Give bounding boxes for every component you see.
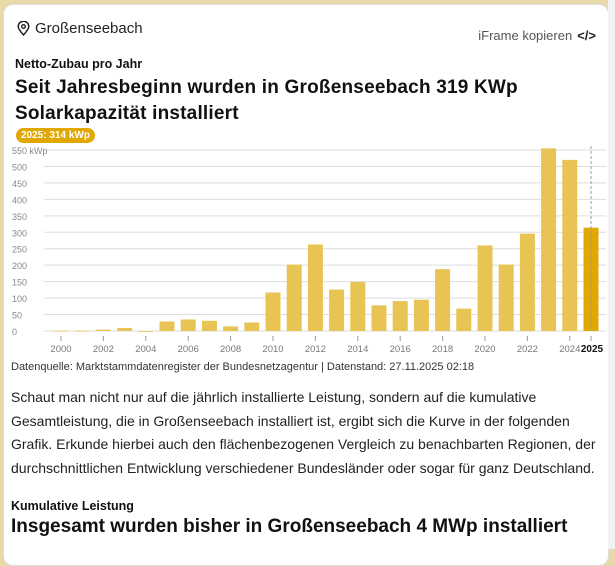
bar-2011 <box>286 264 302 331</box>
x-tick-label: 2002 <box>93 344 114 355</box>
bar-2009 <box>244 322 260 331</box>
x-tick-label: 2010 <box>262 344 283 355</box>
section2-subtitle: Kumulative Leistung <box>11 499 134 513</box>
y-tick-label: 550 kWp <box>12 146 48 156</box>
bar-2004 <box>138 331 154 332</box>
bar-2024 <box>562 159 578 331</box>
bar-2022 <box>519 233 535 331</box>
y-tick-label: 100 <box>12 294 27 304</box>
location-name: Großenseebach <box>35 20 143 37</box>
x-tick-label: 2020 <box>474 344 495 355</box>
bar-2012 <box>307 244 323 331</box>
x-tick-label: 2004 <box>135 344 156 355</box>
bar-2017 <box>413 299 429 331</box>
bar-chart: 0 50 100 150 200 250 300 350 400 450 500 550 kWp 200… <box>12 146 606 355</box>
bar-2007 <box>201 320 217 331</box>
x-tick-label: 2012 <box>305 344 326 355</box>
x-tick-label: 2006 <box>178 344 199 355</box>
y-tick-label: 0 <box>12 327 17 337</box>
chart-subtitle: Netto-Zubau pro Jahr <box>15 57 143 71</box>
bar-2003 <box>117 328 133 331</box>
bar-2016 <box>392 301 408 331</box>
x-tick-label: 2008 <box>220 344 241 355</box>
y-tick-label: 350 <box>12 212 27 222</box>
x-tick-label: 2024 <box>559 344 580 355</box>
bar-2014 <box>350 281 366 331</box>
scrollbar[interactable] <box>608 0 615 549</box>
y-tick-label: 50 <box>12 311 22 321</box>
x-tick-label: 2000 <box>50 344 71 355</box>
x-tick-label: 2025 <box>581 344 604 355</box>
bar-2015 <box>371 305 387 331</box>
bar-2025 <box>583 227 599 331</box>
bar-2013 <box>329 289 345 331</box>
bar-2006 <box>180 319 196 331</box>
bar-2010 <box>265 292 281 331</box>
bar-2020 <box>477 245 493 331</box>
y-tick-label: 150 <box>12 278 27 288</box>
bar-2019 <box>456 308 472 331</box>
y-tick-label: 200 <box>12 261 27 271</box>
bar-2018 <box>435 269 451 331</box>
bar-2005 <box>159 321 175 331</box>
chart-title: Seit Jahresbeginn wurden in Großenseebac… <box>15 77 518 124</box>
y-tick-label: 300 <box>12 228 27 238</box>
x-tick-label: 2016 <box>390 344 411 355</box>
y-tick-label: 450 <box>12 179 27 189</box>
y-tick-label: 500 <box>12 162 27 172</box>
description-paragraph: Schaut man nicht nur auf die jährlich in… <box>11 389 596 476</box>
x-tick-label: 2014 <box>347 344 368 355</box>
map-pin-icon <box>17 21 30 36</box>
bar-2000 <box>53 330 69 332</box>
iframe-copy-button[interactable]: iFrame kopieren </> <box>478 28 596 43</box>
x-tick-label: 2022 <box>517 344 538 355</box>
bar-2002 <box>95 329 111 331</box>
value-badge: 2025: 314 kWp <box>16 128 95 143</box>
iframe-label: iFrame kopieren <box>478 28 573 43</box>
location: Großenseebach <box>17 20 143 37</box>
y-tick-label: 400 <box>12 195 27 205</box>
bar-2008 <box>223 326 239 331</box>
section2-title: Insgesamt wurden bisher in Großenseebach… <box>11 516 568 537</box>
bar-2021 <box>498 264 514 331</box>
bar-2001 <box>74 330 90 332</box>
data-source: Datenquelle: Marktstammdatenregister der… <box>11 361 475 373</box>
x-tick-label: 2018 <box>432 344 453 355</box>
bar-2023 <box>541 148 557 331</box>
y-tick-label: 250 <box>12 245 27 255</box>
code-icon: </> <box>577 28 596 43</box>
